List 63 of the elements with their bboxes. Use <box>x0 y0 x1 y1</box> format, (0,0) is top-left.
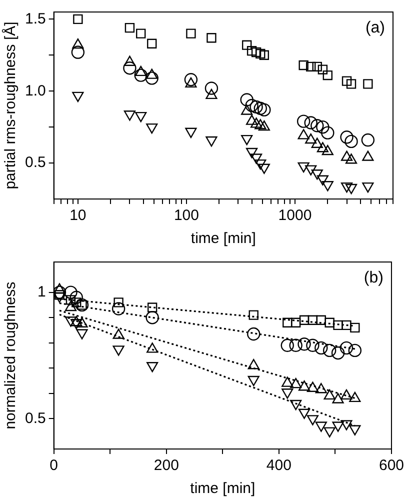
point <box>316 315 326 325</box>
point <box>70 316 82 326</box>
x-tick-label: 200 <box>154 457 179 474</box>
point <box>340 341 354 355</box>
point <box>340 420 352 430</box>
x-tick-label: 600 <box>378 457 404 474</box>
point <box>289 338 302 352</box>
x-tick-label: 1000 <box>278 207 312 224</box>
point <box>315 422 327 432</box>
point <box>290 318 301 328</box>
x-tick-label: 10 <box>70 207 86 224</box>
point <box>66 295 76 305</box>
point <box>247 327 260 341</box>
point <box>64 286 78 299</box>
point <box>332 422 344 432</box>
point <box>146 362 158 372</box>
point <box>282 388 294 399</box>
x-tick-label: 0 <box>50 457 58 474</box>
point <box>114 298 124 308</box>
point <box>72 298 82 308</box>
x-tick-label: 100 <box>174 207 199 224</box>
y-tick-label: 0.5 <box>24 154 46 172</box>
point <box>70 290 83 304</box>
point <box>248 376 260 386</box>
point <box>349 425 361 436</box>
point <box>298 338 311 351</box>
point <box>54 290 64 300</box>
point <box>324 318 334 328</box>
point <box>314 341 328 355</box>
point <box>308 315 318 325</box>
y-tick-label: 1.0 <box>24 82 46 100</box>
point <box>112 346 124 356</box>
point <box>248 310 258 320</box>
point <box>299 315 310 325</box>
y-tick-label: 1.5 <box>24 10 46 28</box>
point <box>350 322 360 333</box>
point <box>298 408 310 419</box>
x-axis-title: time [min] <box>190 230 256 248</box>
point <box>64 300 77 312</box>
point <box>76 329 88 340</box>
point <box>280 338 294 352</box>
x-axis-title: time [min] <box>190 480 256 498</box>
point <box>147 302 158 312</box>
point <box>348 344 362 358</box>
point <box>333 320 343 330</box>
point <box>76 317 88 328</box>
point <box>146 310 159 324</box>
y-axis-title: normalized roughness <box>2 282 20 430</box>
point <box>331 346 345 360</box>
y-tick-label: 0.5 <box>24 410 46 427</box>
y-axis-title: partial rms-roughness [Å] <box>1 22 20 190</box>
point <box>324 427 336 438</box>
x-tick-label: 400 <box>266 457 292 474</box>
point <box>306 338 320 352</box>
y-tick-label: 1 <box>38 283 46 300</box>
point <box>112 302 126 316</box>
point <box>282 318 292 328</box>
point <box>342 320 352 330</box>
annotation: (a) <box>365 19 385 36</box>
point <box>306 415 318 426</box>
point <box>322 344 336 358</box>
point <box>290 400 302 410</box>
annotation: (b) <box>364 269 384 286</box>
